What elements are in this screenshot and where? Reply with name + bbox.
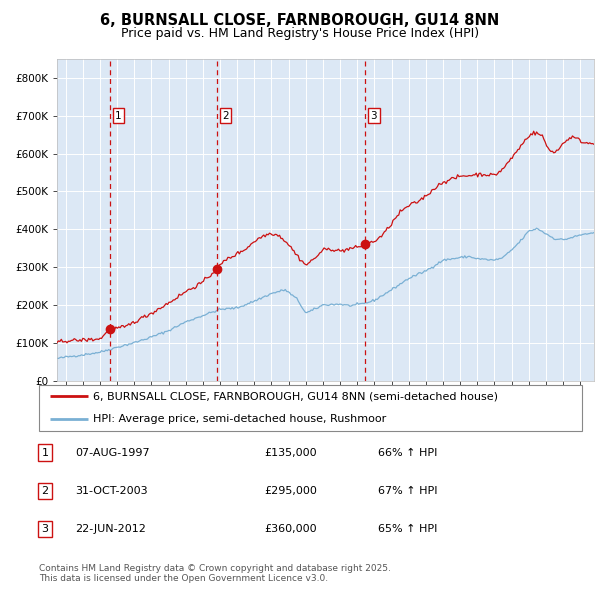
Text: 22-JUN-2012: 22-JUN-2012 bbox=[75, 525, 146, 534]
Text: £360,000: £360,000 bbox=[264, 525, 317, 534]
Text: Price paid vs. HM Land Registry's House Price Index (HPI): Price paid vs. HM Land Registry's House … bbox=[121, 27, 479, 40]
Text: 3: 3 bbox=[41, 525, 49, 534]
FancyBboxPatch shape bbox=[39, 385, 582, 431]
Text: 2: 2 bbox=[222, 111, 229, 121]
Text: 67% ↑ HPI: 67% ↑ HPI bbox=[378, 486, 437, 496]
Text: 31-OCT-2003: 31-OCT-2003 bbox=[75, 486, 148, 496]
Text: £295,000: £295,000 bbox=[264, 486, 317, 496]
Text: 6, BURNSALL CLOSE, FARNBOROUGH, GU14 8NN (semi-detached house): 6, BURNSALL CLOSE, FARNBOROUGH, GU14 8NN… bbox=[94, 391, 499, 401]
Text: 6, BURNSALL CLOSE, FARNBOROUGH, GU14 8NN: 6, BURNSALL CLOSE, FARNBOROUGH, GU14 8NN bbox=[100, 13, 500, 28]
Text: 2: 2 bbox=[41, 486, 49, 496]
Text: 65% ↑ HPI: 65% ↑ HPI bbox=[378, 525, 437, 534]
Text: 07-AUG-1997: 07-AUG-1997 bbox=[75, 448, 149, 457]
Text: Contains HM Land Registry data © Crown copyright and database right 2025.
This d: Contains HM Land Registry data © Crown c… bbox=[39, 563, 391, 583]
Text: 3: 3 bbox=[370, 111, 377, 121]
Text: £135,000: £135,000 bbox=[264, 448, 317, 457]
Text: 66% ↑ HPI: 66% ↑ HPI bbox=[378, 448, 437, 457]
Text: HPI: Average price, semi-detached house, Rushmoor: HPI: Average price, semi-detached house,… bbox=[94, 414, 386, 424]
Text: 1: 1 bbox=[41, 448, 49, 457]
Text: 1: 1 bbox=[115, 111, 122, 121]
